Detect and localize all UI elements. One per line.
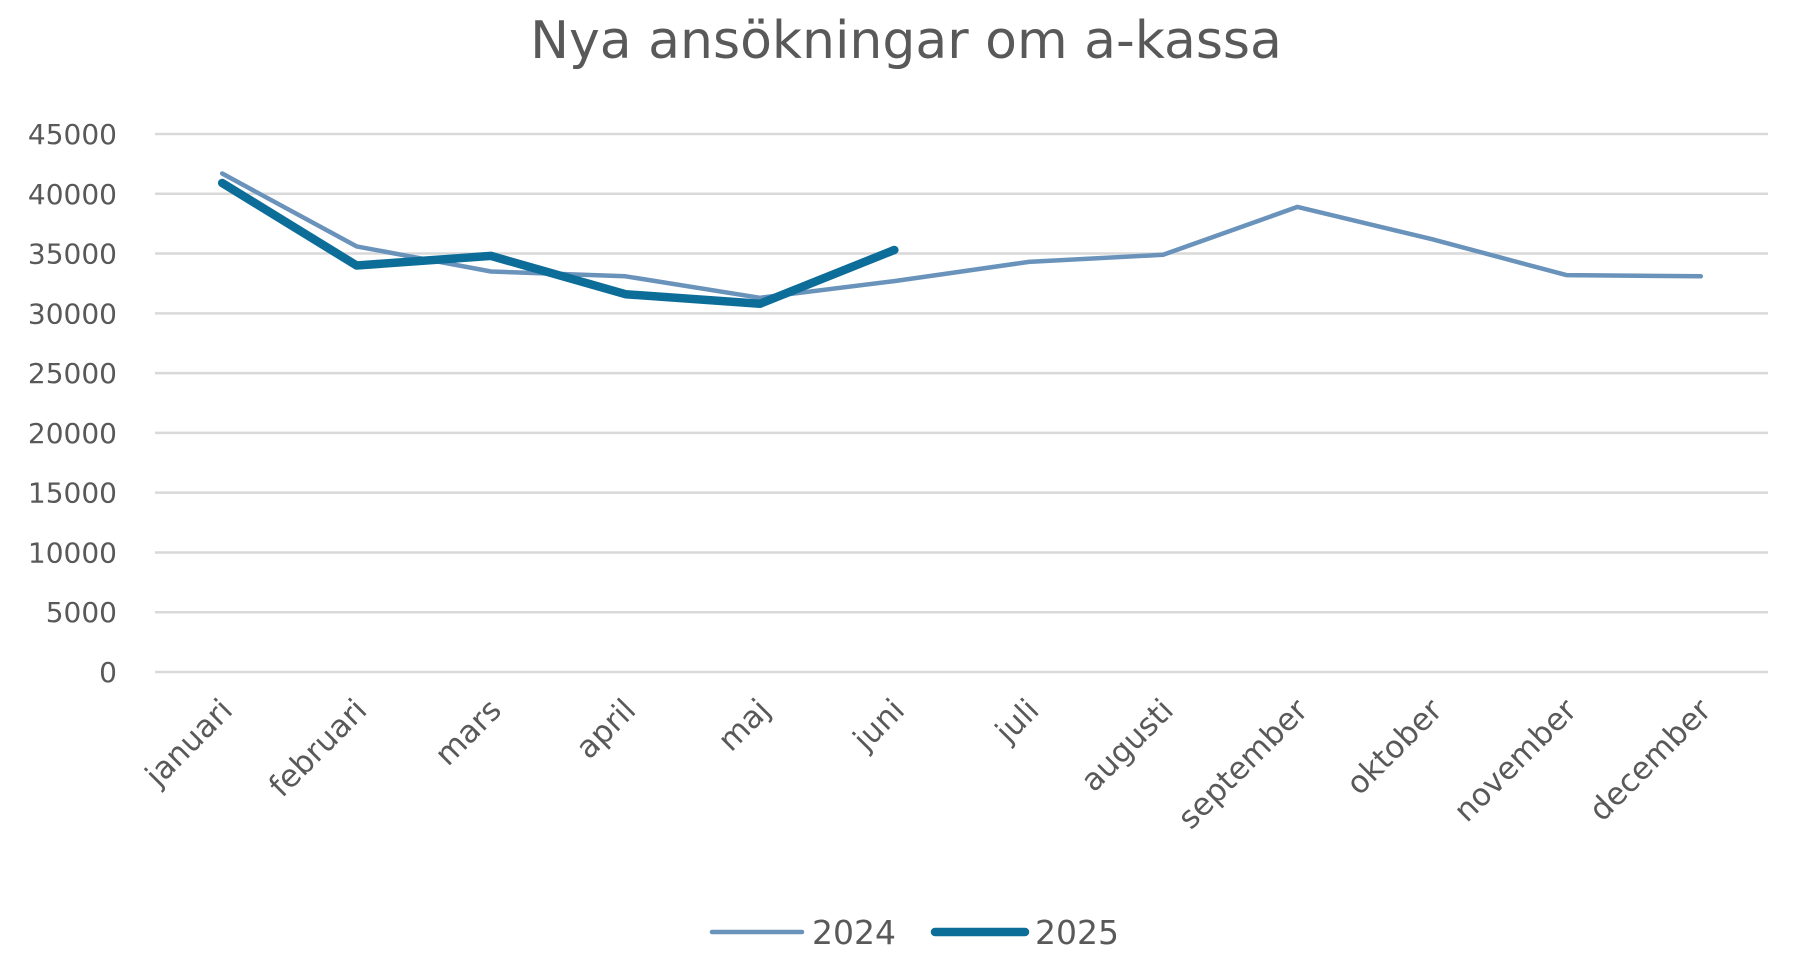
y-tick-label: 0 [99,656,117,689]
x-tick-label: juni [846,692,912,758]
x-tick-label: maj [711,692,777,758]
y-tick-label: 5000 [46,596,117,629]
series-line-2024 [219,171,1704,301]
y-tick-label: 10000 [28,536,117,569]
legend: 2024 2025 [709,913,1119,952]
y-tick-label: 35000 [28,238,117,271]
x-tick-label: augusti [1074,692,1181,799]
y-tick-label: 15000 [28,477,117,510]
x-tick-label: juli [988,692,1046,750]
x-tick-label: april [569,692,643,766]
y-tick-label: 40000 [28,178,117,211]
x-tick-label: november [1447,692,1584,829]
y-tick-label: 25000 [28,357,117,390]
x-tick-label: september [1171,692,1315,836]
chart-title: Nya ansökningar om a-kassa [530,11,1282,71]
x-axis-tick-labels: januari februari mars april maj juni juli augus… [138,692,1719,836]
series-line-2025 [217,178,899,309]
x-tick-label: januari [138,692,240,794]
x-tick-label: februari [262,692,374,804]
legend-label-2025: 2025 [1035,913,1119,952]
gridlines [155,132,1768,674]
series-lines [217,171,1704,309]
legend-label-2024: 2024 [812,913,896,952]
y-tick-label: 20000 [28,417,117,450]
x-tick-label: oktober [1340,692,1450,802]
y-tick-label: 30000 [28,297,117,330]
x-tick-label: mars [428,692,509,773]
y-axis-tick-labels: 0 5000 10000 15000 20000 25000 30000 35000 40000… [28,118,117,689]
y-tick-label: 45000 [28,118,117,151]
x-tick-label: december [1582,692,1718,828]
